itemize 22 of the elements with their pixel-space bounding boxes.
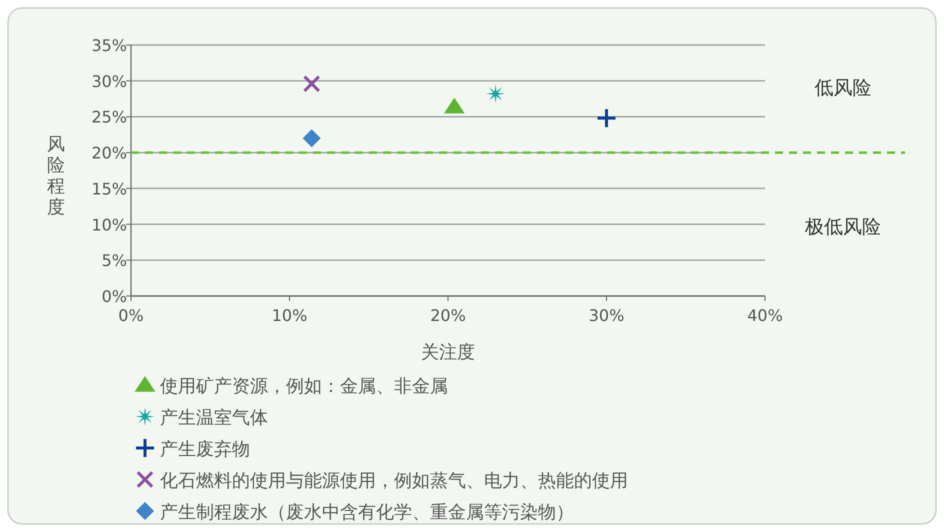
- text: 极低风险: [804, 216, 881, 238]
- y-tick-label: 35%: [91, 36, 127, 55]
- x-tick-label: 10%: [272, 306, 308, 325]
- legend-label: 使用矿产资源，例如：金属、非金属: [160, 376, 448, 397]
- legend-label: 化石燃料的使用与能源使用，例如蒸气、电力、热能的使用: [160, 470, 628, 492]
- y-tick-label: 0%: [102, 287, 127, 306]
- y-axis-title: 风险程度: [47, 134, 65, 218]
- legend-label: 产生废弃物: [160, 439, 250, 460]
- y-tick-label: 5%: [102, 251, 127, 270]
- x-tick-label: 30%: [588, 306, 624, 325]
- legend-label: 产生制程废水（废水中含有化学、重金属等污染物）: [160, 502, 574, 523]
- x-tick-label: 40%: [747, 306, 783, 325]
- y-tick-label: 20%: [91, 144, 127, 163]
- text: 低风险: [814, 77, 872, 99]
- y-tick-label: 30%: [91, 72, 127, 91]
- y-tick-label: 15%: [91, 179, 127, 198]
- x-tick-label: 20%: [430, 306, 466, 325]
- x-axis-title: 关注度: [421, 342, 475, 363]
- y-tick-label: 25%: [91, 108, 127, 127]
- x-tick-label: 0%: [118, 306, 144, 325]
- legend-label: 产生温室气体: [160, 408, 268, 428]
- y-tick-label: 10%: [91, 215, 127, 234]
